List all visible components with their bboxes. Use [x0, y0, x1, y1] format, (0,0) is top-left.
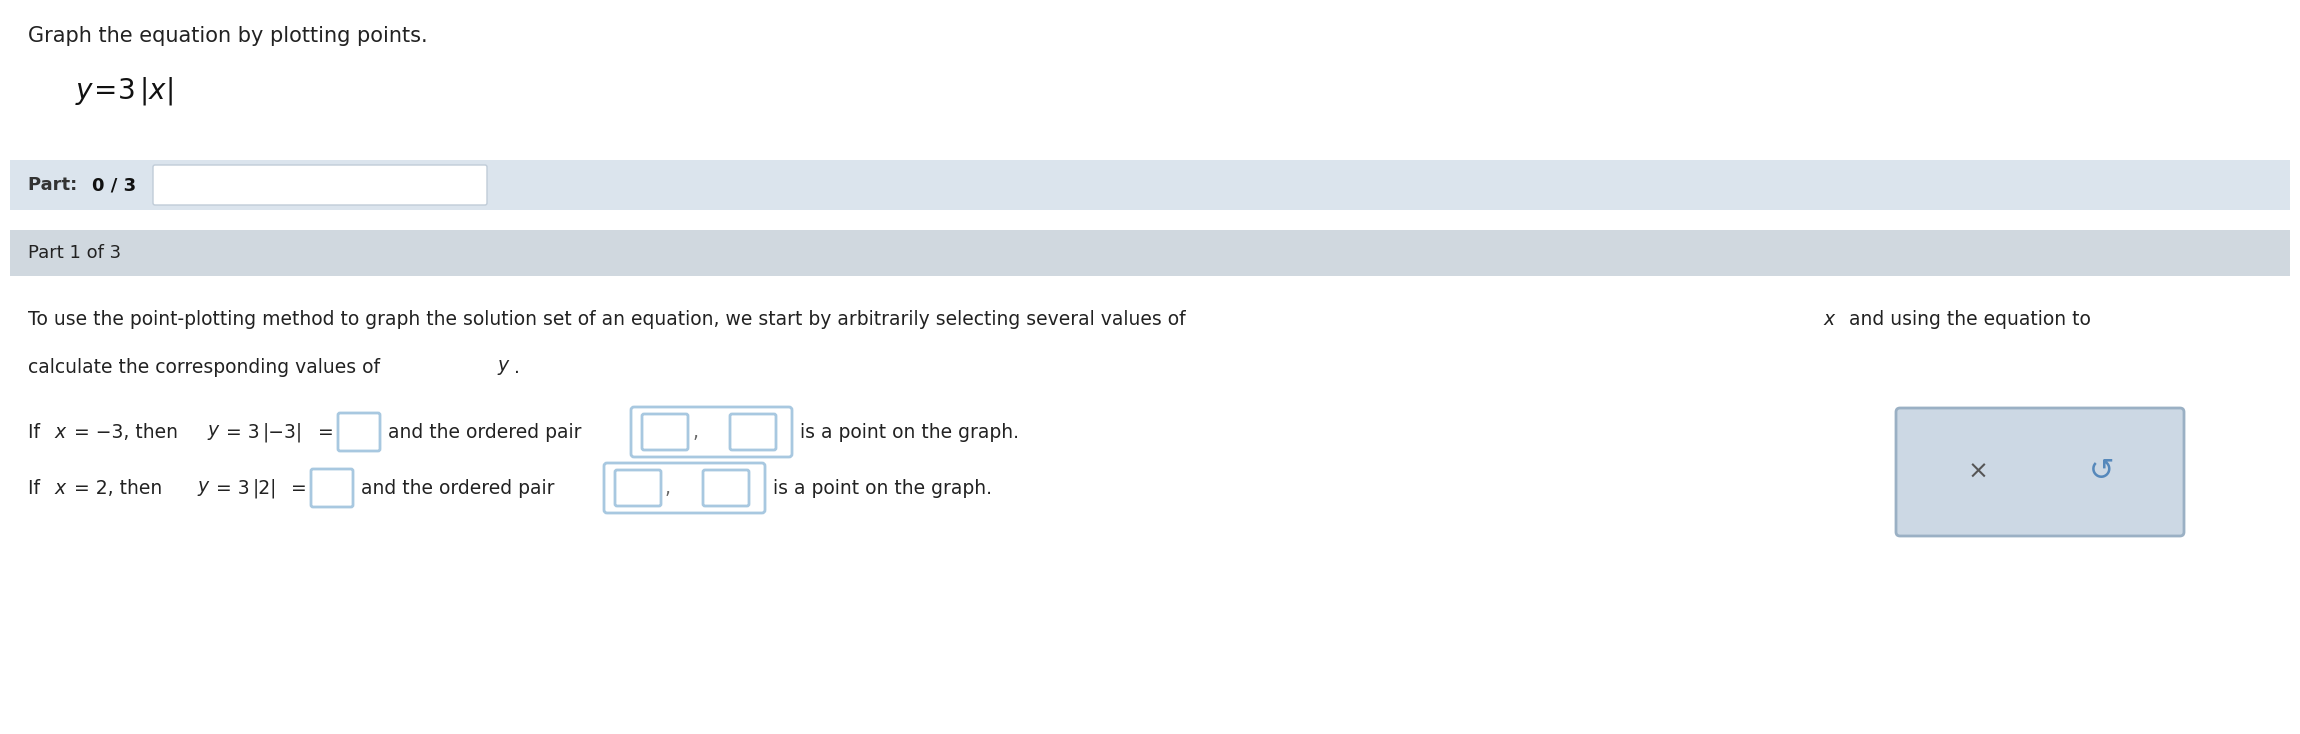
Text: $x$: $x$	[53, 479, 67, 498]
Text: $y$: $y$	[497, 358, 511, 377]
Text: $y$: $y$	[198, 479, 212, 498]
Text: |2|: |2|	[253, 479, 278, 498]
Text: =: =	[313, 423, 340, 441]
FancyBboxPatch shape	[630, 407, 791, 457]
Text: .: .	[513, 358, 520, 377]
Text: and using the equation to: and using the equation to	[1842, 310, 2091, 329]
Text: ,: ,	[692, 423, 697, 441]
Text: =: =	[285, 479, 313, 498]
Text: |−3|: |−3|	[262, 422, 304, 442]
FancyBboxPatch shape	[729, 414, 775, 450]
Text: $y\!=\!3\,|x|$: $y\!=\!3\,|x|$	[76, 75, 172, 107]
FancyBboxPatch shape	[642, 414, 688, 450]
Text: Graph the equation by plotting points.: Graph the equation by plotting points.	[28, 26, 428, 46]
FancyBboxPatch shape	[704, 470, 750, 506]
Text: and the ordered pair: and the ordered pair	[354, 479, 561, 498]
Text: is a point on the graph.: is a point on the graph.	[793, 423, 1019, 441]
Text: ↺: ↺	[2088, 457, 2114, 487]
Text: and the ordered pair: and the ordered pair	[382, 423, 586, 441]
Text: ×: ×	[1969, 460, 1990, 484]
FancyBboxPatch shape	[614, 470, 660, 506]
Bar	[9, 160, 2291, 210]
Text: 0 / 3: 0 / 3	[92, 176, 136, 194]
FancyBboxPatch shape	[338, 413, 380, 451]
Text: is a point on the graph.: is a point on the graph.	[766, 479, 991, 498]
Text: = −3, then: = −3, then	[69, 423, 184, 441]
Text: = 3: = 3	[209, 479, 251, 498]
Text: calculate the corresponding values of: calculate the corresponding values of	[28, 358, 386, 377]
Text: $x$: $x$	[53, 423, 67, 441]
Text: If: If	[28, 423, 46, 441]
Text: ,: ,	[665, 479, 672, 498]
Text: = 2, then: = 2, then	[69, 479, 168, 498]
Text: Part:: Part:	[28, 176, 83, 194]
FancyBboxPatch shape	[310, 469, 352, 507]
FancyBboxPatch shape	[1895, 408, 2185, 536]
Text: Part 1 of 3: Part 1 of 3	[28, 244, 122, 262]
Bar	[9, 230, 2291, 276]
Text: = 3: = 3	[221, 423, 260, 441]
Text: If: If	[28, 479, 46, 498]
Text: $y$: $y$	[207, 423, 221, 441]
Text: $x$: $x$	[1824, 310, 1838, 329]
FancyBboxPatch shape	[605, 463, 766, 513]
Text: To use the point-plotting method to graph the solution set of an equation, we st: To use the point-plotting method to grap…	[28, 310, 1191, 329]
FancyBboxPatch shape	[154, 165, 488, 205]
